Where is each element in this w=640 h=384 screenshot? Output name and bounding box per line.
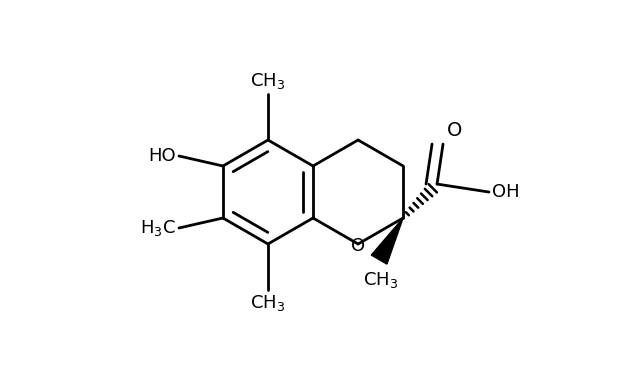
Text: CH$_3$: CH$_3$	[250, 71, 285, 91]
Text: H$_3$C: H$_3$C	[140, 218, 176, 238]
Text: CH$_3$: CH$_3$	[250, 293, 285, 313]
Text: O: O	[351, 237, 365, 255]
Text: OH: OH	[492, 183, 520, 201]
Text: CH$_3$: CH$_3$	[364, 270, 399, 290]
Polygon shape	[371, 218, 403, 264]
Text: O: O	[447, 121, 463, 140]
Text: HO: HO	[148, 147, 176, 165]
